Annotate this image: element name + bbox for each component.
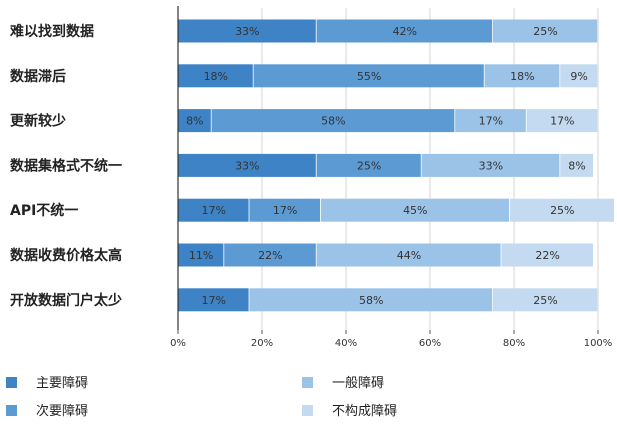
bar-value-label-2-0: 8% xyxy=(186,115,203,128)
bar-value-label-0-1: 42% xyxy=(393,25,417,38)
bar-value-label-6-2: 58% xyxy=(359,294,383,307)
bar-segment-0-0 xyxy=(178,19,316,43)
bar-segment-3-3 xyxy=(560,153,593,177)
bar-segment-0-2 xyxy=(493,19,598,43)
category-label-5: 数据收费价格太高 xyxy=(10,247,122,264)
bar-value-label-4-2: 45% xyxy=(403,204,427,217)
bar-segment-1-0 xyxy=(178,64,253,88)
bar-segment-6-3 xyxy=(493,288,598,312)
bar-segment-5-3 xyxy=(501,243,593,267)
bar-segment-0-1 xyxy=(316,19,493,43)
legend-label-3: 不构成障碍 xyxy=(332,404,397,419)
bar-value-label-2-2: 17% xyxy=(479,115,503,128)
bar-segment-2-0 xyxy=(178,109,211,133)
bar-value-label-0-0: 33% xyxy=(235,25,259,38)
bar-value-label-3-3: 8% xyxy=(568,159,585,172)
category-label-4: API不统一 xyxy=(10,202,78,219)
bar-value-label-3-2: 33% xyxy=(479,159,503,172)
bar-value-label-3-1: 25% xyxy=(357,159,381,172)
category-label-3: 数据集格式不统一 xyxy=(10,157,122,174)
bar-segment-1-1 xyxy=(253,64,484,88)
bar-segment-2-2 xyxy=(455,109,526,133)
x-axis-ticks: 0% 20% 40% 60% 80% 100% xyxy=(170,330,612,349)
bar-value-label-5-1: 22% xyxy=(258,249,282,262)
bar-value-label-1-3: 9% xyxy=(570,70,587,83)
bar-segment-6-2 xyxy=(249,288,493,312)
x-tick-label-2: 40% xyxy=(335,338,357,349)
bar-value-label-0-2: 25% xyxy=(533,25,557,38)
category-label-2: 更新较少 xyxy=(10,113,66,130)
legend-swatch-2 xyxy=(302,377,313,388)
bar-segment-2-3 xyxy=(526,109,598,133)
bar-value-label-5-2: 44% xyxy=(397,249,421,262)
bar-segment-3-2 xyxy=(421,153,560,177)
x-tick-label-5: 100% xyxy=(584,338,613,349)
legend-swatch-3 xyxy=(302,405,313,416)
bar-value-label-4-0: 17% xyxy=(201,204,225,217)
x-tick-label-0: 0% xyxy=(170,338,186,349)
legend-label-1: 次要障碍 xyxy=(36,403,88,419)
bar-value-label-2-3: 17% xyxy=(550,115,574,128)
x-tick-label-4: 80% xyxy=(503,338,525,349)
x-tick-label-1: 20% xyxy=(251,338,273,349)
bar-value-label-1-0: 18% xyxy=(204,70,228,83)
bar-value-label-2-1: 58% xyxy=(321,115,345,128)
bars: 33% 42% 25% 18% 55% 18% 9% 8% 58% 17% 17% 33% 25% 33%… xyxy=(178,19,614,312)
bar-value-label-5-0: 11% xyxy=(189,249,213,262)
bar-segment-5-0 xyxy=(178,243,224,267)
bar-value-label-4-3: 25% xyxy=(550,204,574,217)
bar-value-label-1-1: 55% xyxy=(357,70,381,83)
category-label-1: 数据滞后 xyxy=(10,68,66,85)
bar-segment-4-0 xyxy=(178,198,249,222)
bar-segment-6-0 xyxy=(178,288,249,312)
bar-segment-1-2 xyxy=(484,64,560,88)
bar-segment-3-0 xyxy=(178,153,316,177)
bar-value-label-6-3: 25% xyxy=(533,294,557,307)
bar-segment-4-3 xyxy=(509,198,614,222)
bar-segment-5-2 xyxy=(316,243,501,267)
bar-value-label-5-3: 22% xyxy=(535,249,559,262)
legend-label-0: 主要障碍 xyxy=(36,376,88,391)
bar-value-label-6-0: 17% xyxy=(201,294,225,307)
bar-value-label-1-2: 18% xyxy=(510,70,534,83)
x-tick-label-3: 60% xyxy=(419,338,441,349)
bar-segment-2-1 xyxy=(211,109,455,133)
bar-segment-1-3 xyxy=(560,64,598,88)
bar-segment-4-2 xyxy=(320,198,509,222)
legend-swatch-1 xyxy=(6,405,17,416)
legend-label-2: 一般障碍 xyxy=(332,375,384,391)
bar-segment-5-1 xyxy=(224,243,316,267)
legend-swatch-0 xyxy=(6,377,17,388)
category-label-6: 开放数据门户太少 xyxy=(10,292,122,309)
bar-segment-4-1 xyxy=(249,198,320,222)
bar-value-label-4-1: 17% xyxy=(273,204,297,217)
bar-value-label-3-0: 33% xyxy=(235,159,259,172)
bar-segment-3-1 xyxy=(316,153,421,177)
category-label-0: 难以找到数据 xyxy=(9,23,94,40)
